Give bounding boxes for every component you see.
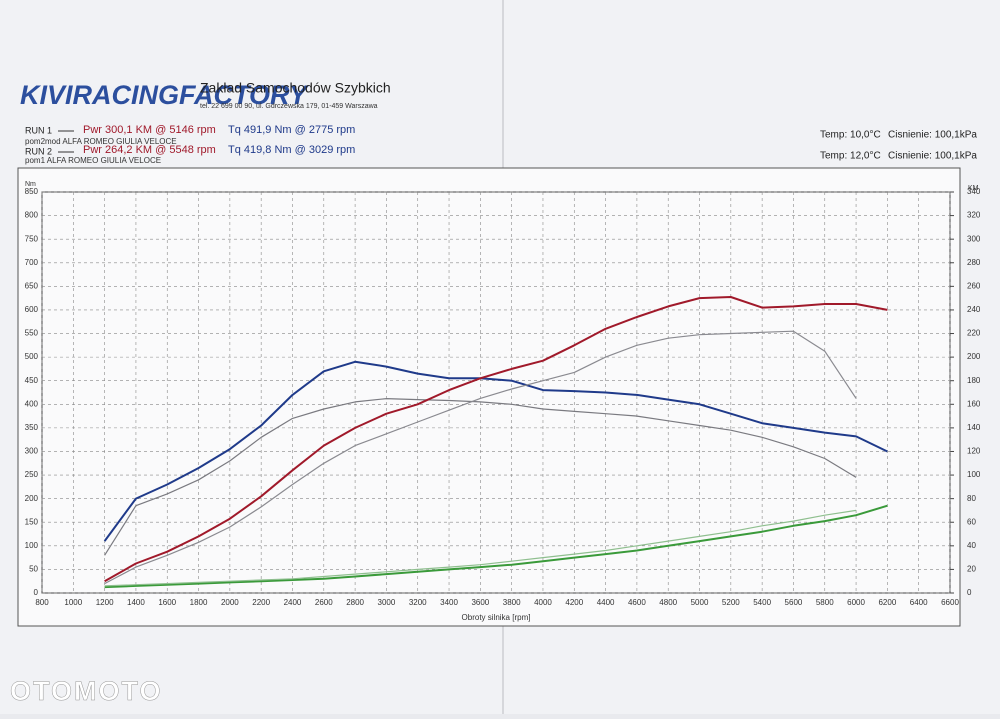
x-tick-label: 4200 — [565, 598, 583, 607]
y2-tick-label: 220 — [967, 329, 981, 338]
y2-tick-label: 260 — [967, 281, 981, 290]
y-tick-label: 100 — [25, 541, 39, 550]
y-tick-label: 500 — [25, 352, 39, 361]
x-tick-label: 2400 — [284, 598, 302, 607]
series-line — [104, 504, 888, 589]
y-tick-label: 450 — [25, 376, 39, 385]
x-tick-label: 1400 — [127, 598, 145, 607]
y2-tick-label: 320 — [967, 211, 981, 220]
x-tick-label: 6400 — [910, 598, 928, 607]
x-tick-label: 2200 — [252, 598, 270, 607]
x-tick-label: 3000 — [378, 598, 396, 607]
x-tick-label: 2600 — [315, 598, 333, 607]
run-car: pom1 ALFA ROMEO GIULIA VELOCE — [25, 156, 161, 165]
y-tick-label: 350 — [25, 423, 39, 432]
pressure: Cisnienie: 100,1kPa — [888, 151, 977, 162]
y2-axis-label: KM — [968, 185, 979, 192]
x-tick-label: 1200 — [96, 598, 114, 607]
x-tick-label: 2800 — [346, 598, 364, 607]
x-tick-label: 3400 — [440, 598, 458, 607]
pressure: Cisnienie: 100,1kPa — [888, 130, 977, 141]
y2-tick-label: 200 — [967, 352, 981, 361]
y-tick-label: 150 — [25, 517, 39, 526]
run-torque: Tq 491,9 Nm @ 2775 rpm — [228, 124, 355, 136]
series-line — [103, 360, 888, 542]
y2-tick-label: 40 — [967, 541, 976, 550]
run-power: Pwr 264,2 KM @ 5548 rpm — [83, 144, 216, 156]
y-tick-label: 600 — [25, 305, 39, 314]
x-axis-label: Obroty silnika [rpm] — [462, 613, 531, 622]
x-tick-label: 5800 — [816, 598, 834, 607]
run-label: RUN 1 — [25, 125, 52, 135]
y2-tick-label: 160 — [967, 399, 981, 408]
x-tick-label: 4800 — [659, 598, 677, 607]
y-tick-label: 550 — [25, 329, 39, 338]
y-tick-label: 0 — [34, 588, 39, 597]
brand: KIVIRACINGFACTORY — [20, 80, 310, 110]
series-line — [104, 296, 888, 583]
y2-tick-label: 60 — [967, 517, 976, 526]
x-tick-label: 1000 — [64, 598, 82, 607]
address: tel. 22 699 00 90, ul. Gdrczewska 179, 0… — [200, 103, 378, 110]
y2-tick-label: 340 — [967, 187, 981, 196]
run-label: RUN 2 — [25, 146, 52, 156]
x-tick-label: 1600 — [158, 598, 176, 607]
chart-frame — [17, 167, 961, 627]
x-tick-label: 3200 — [409, 598, 427, 607]
x-tick-label: 6200 — [878, 598, 896, 607]
x-tick-label: 3800 — [503, 598, 521, 607]
x-tick-label: 5400 — [753, 598, 771, 607]
temperature: Temp: 12,0°C — [820, 151, 881, 162]
x-tick-label: 5600 — [785, 598, 803, 607]
run-car: pom2mod ALFA ROMEO GIULIA VELOCE — [25, 137, 177, 146]
series-line — [104, 330, 857, 585]
x-tick-label: 6000 — [847, 598, 865, 607]
y2-tick-label: 240 — [967, 305, 981, 314]
y-tick-label: 300 — [25, 447, 39, 456]
y-axis-label: Nm — [25, 181, 36, 188]
y2-tick-label: 120 — [967, 447, 981, 456]
x-tick-label: 4400 — [597, 598, 615, 607]
y-tick-label: 650 — [25, 281, 39, 290]
y-tick-label: 400 — [25, 399, 39, 408]
y-tick-label: 50 — [29, 565, 38, 574]
y2-tick-label: 180 — [967, 376, 981, 385]
y-tick-label: 750 — [25, 234, 39, 243]
run-power: Pwr 300,1 KM @ 5146 rpm — [83, 124, 216, 136]
x-tick-label: 800 — [35, 598, 49, 607]
y-tick-label: 700 — [25, 258, 39, 267]
y2-tick-label: 300 — [967, 234, 981, 243]
y2-tick-label: 280 — [967, 258, 981, 267]
x-tick-label: 5000 — [691, 598, 709, 607]
y2-tick-label: 100 — [967, 470, 981, 479]
company: Zakład Samochodów Szybkich — [200, 80, 391, 96]
series-line — [104, 398, 857, 556]
y2-tick-label: 80 — [967, 494, 976, 503]
temperature: Temp: 10,0°C — [820, 130, 881, 141]
series-line — [104, 509, 857, 587]
y-tick-label: 200 — [25, 494, 39, 503]
y-tick-label: 850 — [25, 187, 39, 196]
y-tick-label: 250 — [25, 470, 39, 479]
y-tick-label: 800 — [25, 211, 39, 220]
y2-tick-label: 140 — [967, 423, 981, 432]
x-tick-label: 1800 — [190, 598, 208, 607]
x-tick-label: 3600 — [471, 598, 489, 607]
x-tick-label: 6600 — [941, 598, 959, 607]
y2-tick-label: 0 — [967, 588, 972, 597]
x-tick-label: 2000 — [221, 598, 239, 607]
x-tick-label: 4000 — [534, 598, 552, 607]
run-torque: Tq 419,8 Nm @ 3029 rpm — [228, 144, 355, 156]
y2-tick-label: 20 — [967, 565, 976, 574]
x-tick-label: 5200 — [722, 598, 740, 607]
watermark: OTOMOTO — [10, 676, 163, 706]
x-tick-label: 4600 — [628, 598, 646, 607]
